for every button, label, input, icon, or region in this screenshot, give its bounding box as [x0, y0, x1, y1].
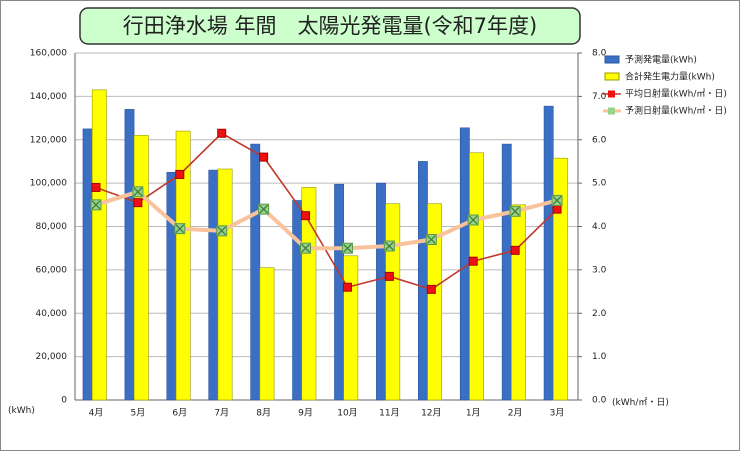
- marker: [468, 256, 478, 266]
- marker-cross: [133, 187, 143, 197]
- marker: [259, 152, 269, 162]
- chart-title: 行田浄水場 年間 太陽光発電量(令和7年度): [123, 14, 537, 38]
- y2-tick-label: 3.0: [592, 265, 607, 275]
- bar: [217, 168, 233, 401]
- bar: [552, 157, 568, 401]
- y-tick-label: 80,000: [36, 222, 68, 232]
- x-tick-label: 4月: [89, 408, 104, 419]
- marker-cross: [301, 243, 310, 253]
- y2-axis-label: (kWh/㎡・日): [612, 398, 669, 408]
- marker: [552, 204, 562, 214]
- title-box: [79, 7, 581, 45]
- bar: [82, 128, 93, 401]
- bar: [175, 130, 191, 401]
- legend-label: 平均日射量(kWh/㎡・日): [625, 88, 727, 100]
- bar: [343, 255, 359, 401]
- bar: [208, 169, 219, 401]
- y-tick-label: 140,000: [30, 92, 67, 102]
- bar: [91, 89, 107, 401]
- marker: [426, 284, 436, 294]
- bar: [501, 143, 512, 401]
- marker-cross: [384, 241, 394, 251]
- bar: [543, 105, 554, 401]
- bar: [250, 143, 261, 401]
- legend-marker: [608, 107, 615, 115]
- marker: [510, 245, 520, 255]
- marker: [133, 198, 143, 208]
- y-tick-label: 40,000: [36, 309, 68, 319]
- bar: [292, 200, 303, 401]
- marker: [342, 282, 352, 292]
- legend-label: 合計発生電力量(kWh): [625, 71, 715, 83]
- marker: [91, 182, 101, 192]
- x-tick-label: 10月: [337, 408, 357, 419]
- line: [95, 132, 558, 291]
- bar: [301, 187, 317, 401]
- y2-tick-label: 8.0: [592, 49, 607, 59]
- y-tick-label: 160,000: [30, 49, 67, 59]
- legend-label: 予測発電量(kWh): [625, 54, 697, 66]
- y2-tick-label: 1.0: [592, 352, 607, 362]
- y-tick-label: 60,000: [36, 265, 68, 275]
- marker: [217, 128, 227, 138]
- y2-tick-label: 5.0: [592, 179, 607, 189]
- bar: [511, 204, 526, 401]
- y2-tick-label: 2.0: [592, 309, 607, 319]
- y2-tick-label: 4.0: [592, 222, 607, 232]
- legend-marker: [608, 90, 615, 98]
- marker: [384, 271, 394, 281]
- marker-cross: [510, 206, 520, 216]
- marker-cross: [175, 224, 185, 234]
- x-tick-label: 3月: [550, 408, 565, 419]
- marker-cross: [468, 215, 478, 225]
- x-tick-label: 8月: [256, 408, 271, 419]
- bar: [427, 203, 443, 401]
- marker: [175, 169, 185, 179]
- y-tick-label: 100,000: [30, 179, 67, 189]
- y-tick-label: 20,000: [36, 352, 68, 362]
- marker-cross: [343, 243, 352, 253]
- x-tick-label: 9月: [298, 408, 313, 419]
- bar: [469, 152, 484, 401]
- y-tick-label: 120,000: [30, 135, 67, 145]
- y-tick-label: 0: [61, 396, 67, 406]
- y2-tick-label: 7.0: [592, 92, 607, 102]
- marker-cross: [426, 235, 436, 244]
- bar: [385, 203, 401, 401]
- x-tick-label: 6月: [172, 408, 187, 419]
- x-tick-label: 7月: [214, 408, 229, 419]
- bar: [166, 171, 177, 401]
- x-tick-label: 2月: [508, 408, 523, 419]
- marker-cross: [259, 204, 269, 214]
- legend-swatch: [604, 72, 620, 81]
- bar: [334, 183, 344, 401]
- bar: [124, 109, 135, 401]
- bar: [376, 182, 386, 401]
- x-tick-label: 11月: [379, 408, 399, 419]
- y-axis-label: (kWh): [8, 406, 35, 416]
- bar: [259, 267, 275, 401]
- bar: [133, 135, 149, 401]
- legend-swatch: [604, 55, 620, 64]
- line: [95, 189, 558, 251]
- y2-tick-label: 0.0: [592, 396, 607, 406]
- bar: [417, 161, 428, 401]
- legend-label: 予測日射量(kWh/㎡・日): [625, 105, 727, 117]
- x-tick-label: 5月: [131, 408, 146, 419]
- x-tick-label: 12月: [421, 408, 441, 419]
- marker: [301, 211, 311, 221]
- y2-tick-label: 6.0: [592, 135, 607, 145]
- x-tick-label: 1月: [466, 408, 481, 419]
- marker-cross: [217, 226, 227, 236]
- marker-cross: [552, 196, 562, 205]
- marker-cross: [91, 200, 101, 210]
